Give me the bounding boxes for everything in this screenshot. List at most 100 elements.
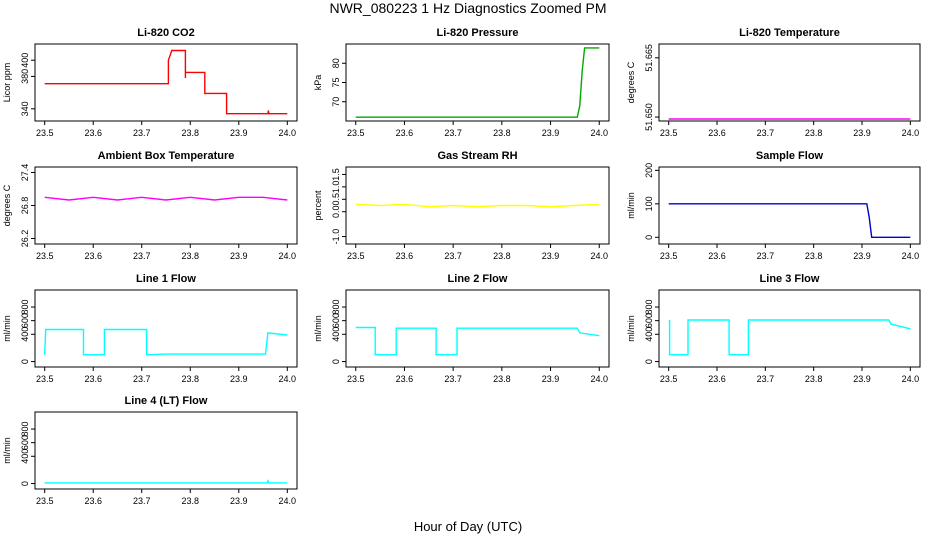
x-tick-label: 24.0 bbox=[590, 374, 608, 384]
x-tick-label: 23.5 bbox=[660, 251, 678, 261]
panel-title: Line 2 Flow bbox=[448, 273, 508, 285]
y-tick-label: 600 bbox=[644, 313, 654, 328]
x-tick-label: 23.6 bbox=[396, 374, 414, 384]
plot-frame bbox=[658, 289, 921, 368]
panel-title: Line 4 (LT) Flow bbox=[125, 395, 208, 407]
y-tick-label: 400 bbox=[20, 449, 30, 464]
plot-frame bbox=[658, 43, 921, 122]
y-tick-label: 0.0 bbox=[331, 205, 341, 218]
y-tick-label: 0 bbox=[644, 235, 654, 240]
x-tick-label: 23.9 bbox=[230, 374, 248, 384]
x-tick-label: 23.7 bbox=[133, 128, 151, 138]
panel-title: Ambient Box Temperature bbox=[98, 150, 235, 162]
panel-title: Li-820 Pressure bbox=[437, 27, 519, 39]
y-tick-label: 800 bbox=[644, 300, 654, 315]
y-tick-label: 600 bbox=[20, 313, 30, 328]
chart-panel: Line 3 Flow 23.5 23.6 23.7 23.8 23.9 24.0 0 4006… bbox=[626, 273, 921, 384]
y-tick-label: 800 bbox=[20, 422, 30, 437]
x-tick-label: 24.0 bbox=[279, 496, 297, 506]
plot-frame bbox=[34, 43, 298, 122]
y-tick-label: 0 bbox=[331, 359, 341, 364]
x-tick-label: 24.0 bbox=[279, 251, 297, 261]
x-tick-label: 23.8 bbox=[493, 251, 511, 261]
chart-panel: Li-820 CO2 23.5 23.6 23.7 23.8 23.9 24.0 340 380… bbox=[2, 27, 298, 138]
y-axis-label: percent bbox=[313, 190, 323, 221]
x-tick-label: 23.5 bbox=[36, 251, 54, 261]
y-tick-label: 51.665 bbox=[644, 44, 654, 72]
x-tick-label: 23.5 bbox=[347, 128, 365, 138]
chart-panel: Gas Stream RH 23.5 23.6 23.7 23.8 23.9 24.0 -1.… bbox=[313, 150, 610, 261]
chart-panel: Line 4 (LT) Flow 23.5 23.6 23.7 23.8 23.9 24.0… bbox=[2, 395, 298, 506]
x-tick-label: 23.6 bbox=[708, 251, 726, 261]
x-tick-label: 23.7 bbox=[133, 251, 151, 261]
y-tick-label: 400 bbox=[20, 327, 30, 342]
plot-frame bbox=[345, 166, 610, 245]
x-tick-label: 23.9 bbox=[542, 251, 560, 261]
x-tick-label: 23.8 bbox=[493, 374, 511, 384]
x-tick-label: 24.0 bbox=[902, 251, 920, 261]
chart-panel: Sample Flow 23.5 23.6 23.7 23.8 23.9 24.0 0 100 2… bbox=[626, 150, 921, 261]
plot-frame bbox=[34, 289, 298, 368]
plot-frame bbox=[345, 289, 610, 368]
panel-title: Line 3 Flow bbox=[760, 273, 820, 285]
plot-frame bbox=[345, 43, 610, 122]
series-line bbox=[44, 49, 288, 115]
x-tick-label: 23.7 bbox=[757, 251, 775, 261]
y-tick-label: 600 bbox=[331, 313, 341, 328]
y-tick-label: 80 bbox=[331, 58, 341, 68]
x-tick-label: 23.6 bbox=[708, 128, 726, 138]
x-tick-label: 23.6 bbox=[84, 496, 102, 506]
y-axis-label: ml/min bbox=[626, 315, 636, 342]
y-tick-label: 600 bbox=[20, 435, 30, 450]
x-tick-label: 24.0 bbox=[902, 128, 920, 138]
y-axis-label: Licor ppm bbox=[2, 63, 12, 103]
y-tick-label: 200 bbox=[644, 163, 654, 178]
y-axis-label: ml/min bbox=[2, 315, 12, 342]
y-tick-label: 51.650 bbox=[644, 103, 654, 131]
x-tick-label: 23.9 bbox=[542, 374, 560, 384]
plot-frame bbox=[658, 166, 921, 245]
y-tick-label: 800 bbox=[20, 300, 30, 315]
x-tick-label: 23.9 bbox=[230, 251, 248, 261]
y-tick-label: 70 bbox=[331, 97, 341, 107]
series-line bbox=[44, 196, 288, 201]
y-tick-label: 0.5 bbox=[331, 193, 341, 206]
y-axis-label: degrees C bbox=[2, 184, 12, 226]
y-tick-label: 340 bbox=[20, 101, 30, 116]
y-tick-label: 380 bbox=[20, 69, 30, 84]
chart-panel: Line 2 Flow 23.5 23.6 23.7 23.8 23.9 24.0 0 4006… bbox=[313, 273, 610, 384]
x-tick-label: 23.8 bbox=[805, 374, 823, 384]
series-line bbox=[668, 203, 911, 239]
x-tick-label: 23.8 bbox=[805, 251, 823, 261]
x-tick-label: 23.7 bbox=[757, 128, 775, 138]
series-line bbox=[44, 479, 288, 484]
y-axis-label: ml/min bbox=[2, 437, 12, 464]
x-tick-label: 23.5 bbox=[347, 374, 365, 384]
x-tick-label: 23.5 bbox=[36, 496, 54, 506]
panel-title: Sample Flow bbox=[756, 150, 824, 162]
x-tick-label: 24.0 bbox=[590, 251, 608, 261]
y-tick-label: 27.4 bbox=[20, 164, 30, 182]
series-line bbox=[668, 319, 911, 356]
x-tick-label: 24.0 bbox=[279, 128, 297, 138]
x-tick-label: 24.0 bbox=[279, 374, 297, 384]
x-tick-label: 23.7 bbox=[444, 374, 462, 384]
x-tick-label: 23.6 bbox=[84, 128, 102, 138]
series-line bbox=[355, 47, 600, 118]
x-tick-label: 23.6 bbox=[708, 374, 726, 384]
series-line bbox=[355, 326, 600, 356]
x-tick-label: 23.5 bbox=[36, 128, 54, 138]
x-tick-label: 23.5 bbox=[660, 128, 678, 138]
x-tick-label: 23.5 bbox=[660, 374, 678, 384]
x-tick-label: 23.6 bbox=[84, 374, 102, 384]
y-tick-label: 100 bbox=[644, 196, 654, 211]
x-tick-label: 23.8 bbox=[181, 251, 199, 261]
panel-title: Line 1 Flow bbox=[136, 273, 196, 285]
x-tick-label: 23.6 bbox=[396, 128, 414, 138]
plot-frame bbox=[34, 411, 298, 490]
y-tick-label: 0 bbox=[20, 481, 30, 486]
x-tick-label: 23.9 bbox=[230, 496, 248, 506]
x-tick-label: 23.9 bbox=[853, 128, 871, 138]
y-axis-label: degrees C bbox=[626, 61, 636, 103]
